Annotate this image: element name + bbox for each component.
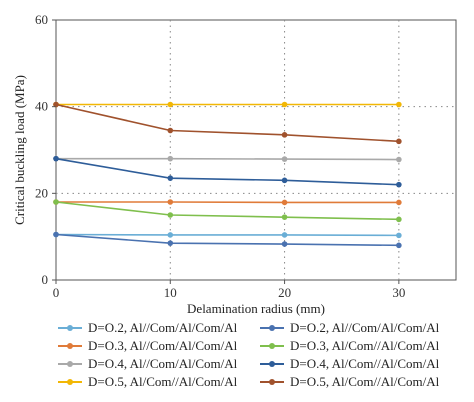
data-point xyxy=(281,241,288,247)
series-6 xyxy=(53,199,402,223)
data-point xyxy=(53,155,59,162)
series-line xyxy=(55,103,399,143)
series-1 xyxy=(53,231,402,239)
x-axis-title: Delamination radius (mm) xyxy=(187,301,325,316)
data-point xyxy=(167,127,174,134)
data-point xyxy=(167,199,174,205)
data-point xyxy=(167,240,174,246)
series-3 xyxy=(53,155,402,163)
y-tick-label: 60 xyxy=(35,12,48,27)
legend-label: D=O.2, Al//Com/Al/Com/Al xyxy=(290,320,440,335)
y-tick-label: 20 xyxy=(35,185,48,200)
series-line xyxy=(56,157,399,161)
legend-label: D=O.3, Al/Com//Al/Com/Al xyxy=(290,338,440,353)
data-point xyxy=(53,199,59,205)
data-point xyxy=(53,101,59,108)
legend-marker-icon xyxy=(260,338,284,354)
y-tick-label: 40 xyxy=(35,99,48,114)
legend-item: D=O.4, Al/Com//Al/Com/Al xyxy=(260,356,439,372)
data-point xyxy=(281,199,288,206)
data-point xyxy=(281,156,288,162)
data-point xyxy=(53,231,59,238)
series-line xyxy=(55,157,399,186)
legend-item: D=O.2, Al//Com/Al/Com/Al xyxy=(58,320,237,336)
y-tick-label: 0 xyxy=(42,272,49,287)
data-point xyxy=(167,101,174,108)
data-point xyxy=(396,156,402,163)
legend-item: D=O.3, Al/Com//Al/Com/Al xyxy=(260,338,439,354)
legend: D=O.2, Al//Com/Al/Com/Al D=O.3, Al//Com/A… xyxy=(0,316,474,402)
legend-item: D=O.4, Al//Com/Al/Com/Al xyxy=(58,356,237,372)
series-4 xyxy=(53,101,402,108)
legend-label: D=O.5, Al/Com//Al/Com/Al xyxy=(290,374,440,389)
legend-marker-icon xyxy=(58,338,82,354)
legend-item: D=O.5, Al/Com//Al/Com/Al xyxy=(58,374,237,390)
x-tick-label: 10 xyxy=(164,285,177,300)
legend-label: D=O.3, Al//Com/Al/Com/Al xyxy=(88,338,238,353)
legend-marker-icon xyxy=(260,374,284,390)
series-5 xyxy=(53,231,402,249)
x-tick-label: 30 xyxy=(392,285,405,300)
legend-marker-icon xyxy=(58,374,82,390)
data-point xyxy=(396,181,402,188)
legend-marker-icon xyxy=(58,356,82,372)
data-point xyxy=(281,132,288,138)
data-point xyxy=(281,101,288,108)
legend-label: D=O.5, Al/Com//Al/Com/Al xyxy=(88,374,238,389)
x-tick-label: 0 xyxy=(53,285,60,300)
legend-label: D=O.2, Al//Com/Al/Com/Al xyxy=(88,320,238,335)
data-point xyxy=(396,138,402,145)
legend-marker-icon xyxy=(58,320,82,336)
legend-label: D=O.4, Al//Com/Al/Com/Al xyxy=(88,356,238,371)
plot-area xyxy=(55,19,457,281)
data-point xyxy=(281,214,288,220)
grid-lines xyxy=(56,20,456,280)
legend-item: D=O.2, Al//Com/Al/Com/Al xyxy=(260,320,439,336)
legend-label: D=O.4, Al/Com//Al/Com/Al xyxy=(290,356,440,371)
data-point xyxy=(396,101,402,108)
x-tick-label: 20 xyxy=(278,285,291,300)
data-point xyxy=(396,242,402,249)
series-7 xyxy=(53,155,402,188)
series-line xyxy=(55,233,399,237)
data-point xyxy=(396,232,402,239)
legend-item: D=O.5, Al/Com//Al/Com/Al xyxy=(260,374,439,390)
series-line xyxy=(55,233,399,247)
data-point xyxy=(167,212,174,218)
data-point xyxy=(396,216,402,223)
legend-item: D=O.3, Al//Com/Al/Com/Al xyxy=(58,338,237,354)
data-point xyxy=(167,175,174,181)
data-point xyxy=(167,155,174,162)
series-group xyxy=(53,101,402,249)
series-2 xyxy=(53,199,402,206)
series-8 xyxy=(53,101,402,145)
data-point xyxy=(281,232,288,238)
data-point xyxy=(281,177,288,184)
data-point xyxy=(396,199,402,206)
y-axis-title: Critical buckling load (MPa) xyxy=(12,75,27,225)
tick-labels: 0 10 20 30 0 20 40 60 xyxy=(35,12,405,300)
data-point xyxy=(167,232,174,238)
legend-marker-icon xyxy=(260,356,284,372)
series-line xyxy=(55,201,399,221)
legend-marker-icon xyxy=(260,320,284,336)
